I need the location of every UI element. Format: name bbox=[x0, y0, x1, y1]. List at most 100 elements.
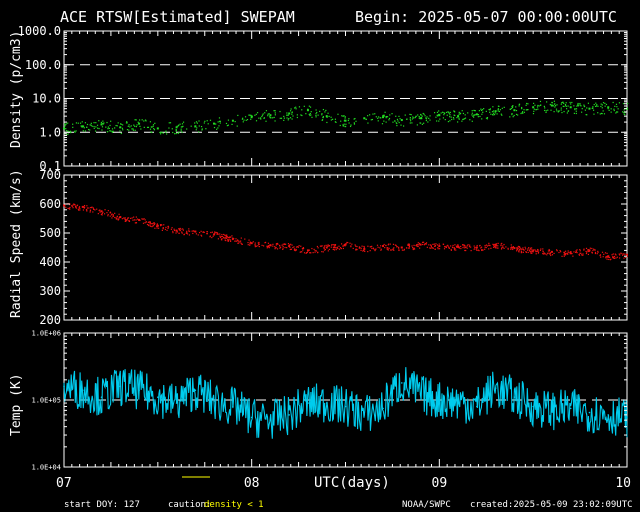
speed-point bbox=[361, 245, 363, 247]
density-point bbox=[538, 105, 540, 107]
speed-point bbox=[602, 256, 604, 258]
speed-point bbox=[125, 219, 127, 221]
speed-point bbox=[248, 239, 250, 241]
density-point bbox=[177, 132, 179, 134]
density-point bbox=[442, 117, 445, 119]
speed-point bbox=[611, 254, 613, 256]
speed-point bbox=[133, 216, 135, 218]
density-point bbox=[315, 114, 317, 117]
density-point bbox=[458, 111, 460, 113]
density-point bbox=[485, 110, 487, 113]
density-point bbox=[201, 128, 203, 130]
speed-point bbox=[279, 247, 281, 249]
speed-point bbox=[244, 238, 246, 240]
start-doy: start DOY: 127 bbox=[64, 500, 140, 510]
speed-point bbox=[333, 244, 335, 246]
speed-point bbox=[182, 229, 185, 231]
density-point bbox=[464, 114, 466, 116]
density-point bbox=[409, 116, 411, 119]
speed-point bbox=[221, 235, 223, 238]
density-point bbox=[132, 128, 134, 130]
density-point bbox=[80, 125, 82, 127]
speed-point bbox=[494, 247, 497, 249]
speed-point bbox=[477, 249, 479, 251]
density-series bbox=[63, 100, 629, 136]
speed-point bbox=[542, 253, 545, 255]
speed-point bbox=[518, 246, 521, 248]
speed-point bbox=[592, 249, 594, 252]
speed-point bbox=[524, 248, 527, 250]
speed-point bbox=[224, 239, 226, 241]
density-point bbox=[471, 112, 473, 114]
speed-point bbox=[442, 243, 445, 245]
speed-point bbox=[295, 249, 297, 251]
density-point bbox=[400, 119, 403, 122]
density-point bbox=[561, 111, 563, 114]
speed-point bbox=[156, 224, 158, 226]
speed-point bbox=[240, 242, 242, 244]
density-point bbox=[289, 117, 292, 119]
density-point bbox=[458, 118, 460, 120]
caution-label: caution: bbox=[168, 500, 211, 510]
speed-point bbox=[421, 241, 424, 243]
speed-point bbox=[118, 216, 120, 218]
speed-point bbox=[549, 253, 551, 255]
speed-point bbox=[530, 251, 532, 253]
density-point bbox=[106, 121, 108, 124]
density-point bbox=[110, 120, 112, 122]
density-point bbox=[418, 117, 420, 119]
speed-point bbox=[161, 224, 163, 226]
speed-point bbox=[306, 251, 308, 253]
speed-point bbox=[500, 243, 502, 245]
speed-point bbox=[69, 208, 71, 210]
density-point bbox=[63, 127, 65, 130]
density-point bbox=[410, 114, 412, 116]
density-point bbox=[160, 131, 162, 134]
density-point bbox=[120, 132, 122, 135]
speed-point bbox=[266, 245, 268, 247]
speed-point bbox=[387, 249, 389, 251]
speed-point bbox=[276, 242, 279, 245]
temp-point bbox=[382, 407, 384, 410]
speed-point bbox=[389, 249, 392, 251]
density-point bbox=[567, 105, 569, 107]
speed-point bbox=[527, 249, 529, 251]
density-point bbox=[436, 114, 438, 116]
density-point bbox=[624, 113, 626, 116]
speed-point bbox=[270, 245, 272, 247]
speed-point bbox=[279, 244, 281, 247]
density-point bbox=[493, 114, 496, 116]
density-point bbox=[231, 123, 233, 126]
speed-point bbox=[327, 244, 329, 246]
density-point bbox=[558, 110, 560, 112]
speed-point bbox=[395, 244, 397, 247]
speed-point bbox=[212, 235, 214, 237]
y-tick-label: 0.1 bbox=[39, 159, 61, 173]
speed-point bbox=[433, 243, 435, 245]
speed-point bbox=[497, 247, 499, 249]
speed-point bbox=[231, 237, 234, 239]
density-point bbox=[274, 114, 276, 116]
density-point bbox=[216, 128, 218, 130]
density-point bbox=[149, 128, 152, 130]
speed-point bbox=[413, 244, 415, 247]
speed-point bbox=[623, 257, 625, 259]
speed-point bbox=[482, 249, 484, 251]
density-point bbox=[126, 128, 129, 131]
density-point bbox=[262, 113, 264, 115]
density-point bbox=[342, 124, 344, 126]
speed-point bbox=[369, 250, 371, 252]
density-point bbox=[453, 114, 455, 116]
density-point bbox=[246, 118, 249, 121]
speed-point bbox=[158, 227, 160, 229]
speed-point bbox=[295, 246, 298, 248]
speed-point bbox=[403, 248, 406, 250]
temp-axis-label: Temp (K) bbox=[9, 373, 24, 436]
speed-point bbox=[295, 248, 297, 251]
density-point bbox=[481, 109, 484, 111]
density-point bbox=[344, 119, 346, 121]
density-point bbox=[175, 130, 177, 132]
speed-point bbox=[485, 246, 487, 249]
density-point bbox=[180, 126, 182, 128]
speed-point bbox=[551, 254, 554, 256]
